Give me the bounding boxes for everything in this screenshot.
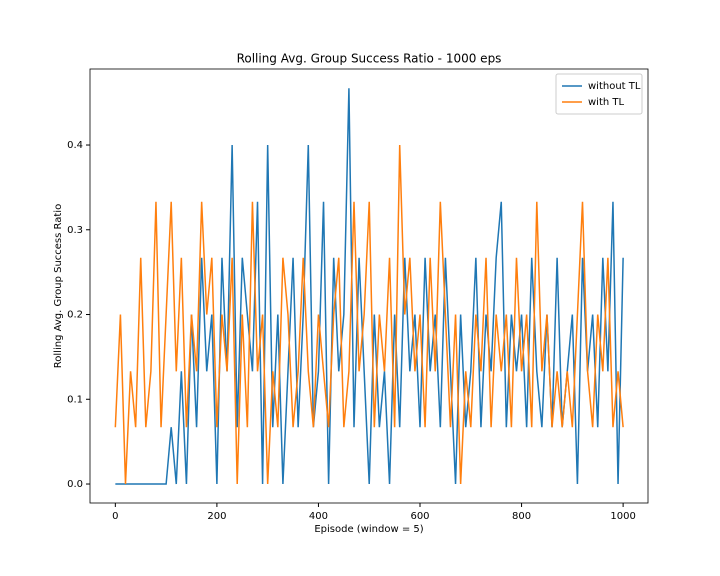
line-series: [114, 144, 624, 485]
legend-label: with TL: [588, 97, 625, 108]
line-series: [115, 88, 624, 485]
x-axis-label: Episode (window = 5): [314, 524, 423, 535]
x-tick-label: 200: [207, 511, 226, 522]
y-tick-label: 0.1: [67, 394, 83, 405]
legend-label: without TL: [588, 81, 641, 92]
x-tick-label: 1000: [610, 511, 635, 522]
x-tick-label: 400: [309, 511, 328, 522]
chart-title: Rolling Avg. Group Success Ratio - 1000 …: [237, 52, 502, 66]
y-tick-label: 0.4: [67, 140, 83, 151]
x-tick-label: 0: [112, 511, 118, 522]
plot-frame: [89, 68, 649, 504]
y-tick-label: 0.2: [67, 310, 83, 321]
y-axis-label: Rolling Avg. Group Success Ratio: [53, 204, 64, 368]
x-tick-label: 600: [410, 511, 429, 522]
y-tick-label: 0.0: [67, 479, 83, 490]
x-tick-label: 800: [512, 511, 531, 522]
y-tick-label: 0.3: [67, 225, 83, 236]
legend-box: [555, 73, 643, 115]
